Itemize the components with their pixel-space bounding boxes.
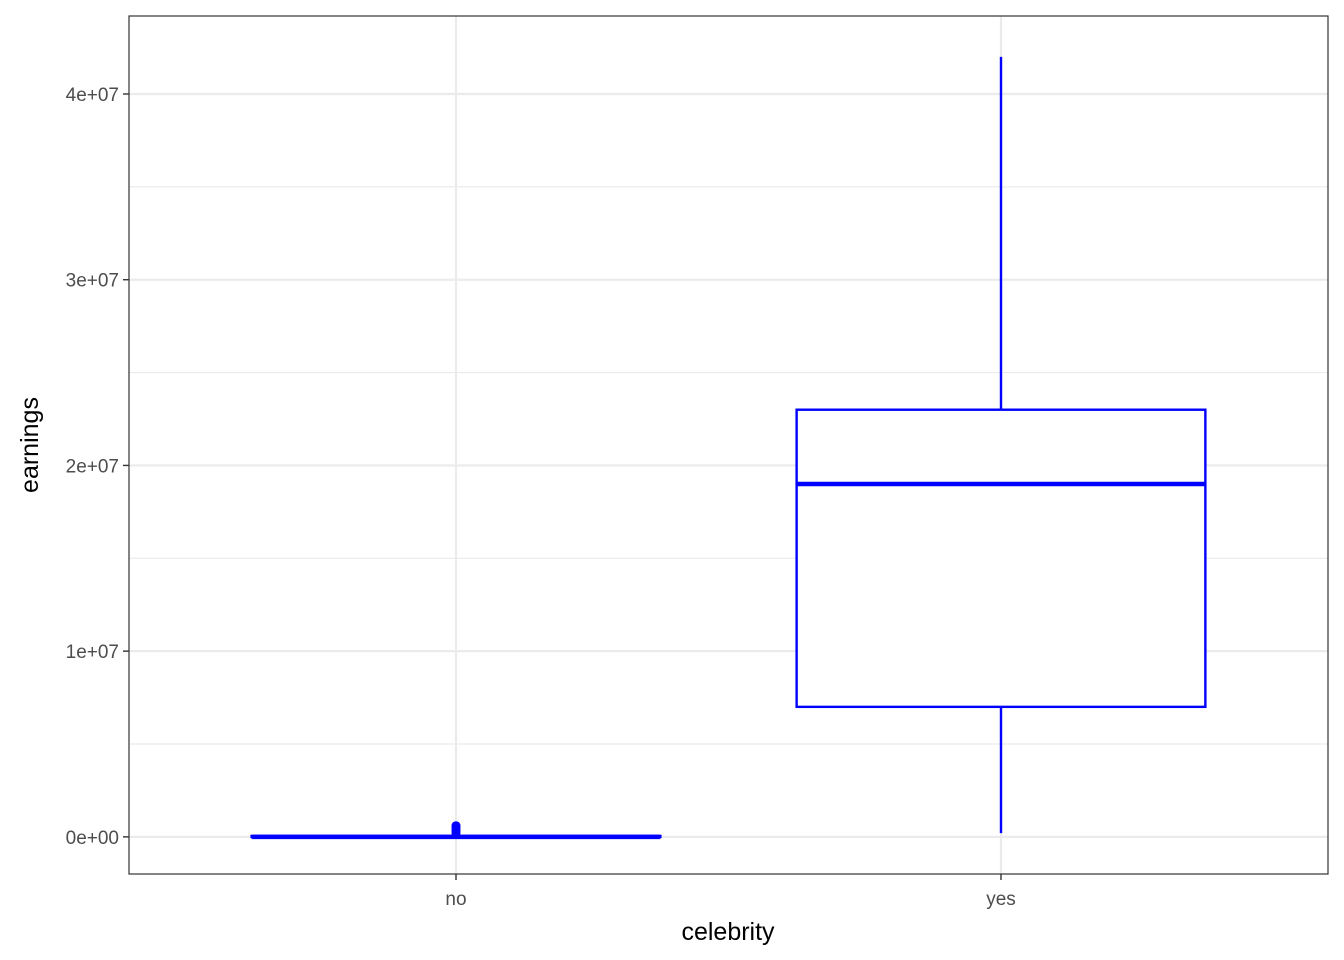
x-axis-title: celebrity: [681, 918, 775, 946]
panel-border: [128, 15, 1329, 875]
y-tick-label: 2e+07: [66, 456, 119, 477]
outlier-point: [451, 821, 461, 831]
x-tick-label: no: [445, 889, 466, 910]
y-axis-title: earnings: [16, 397, 44, 493]
box-body: [795, 408, 1207, 709]
y-tick-label: 1e+07: [66, 642, 119, 663]
x-tick-label: yes: [986, 889, 1016, 910]
x-axis: no yes: [445, 874, 1016, 910]
y-tick-label: 0e+00: [66, 828, 119, 849]
y-tick-label: 4e+07: [66, 85, 119, 106]
y-tick-label: 3e+07: [66, 271, 119, 292]
box-layer: [250, 56, 1207, 840]
y-axis: 0e+00 1e+07 2e+07 3e+07 4e+07: [66, 85, 129, 849]
